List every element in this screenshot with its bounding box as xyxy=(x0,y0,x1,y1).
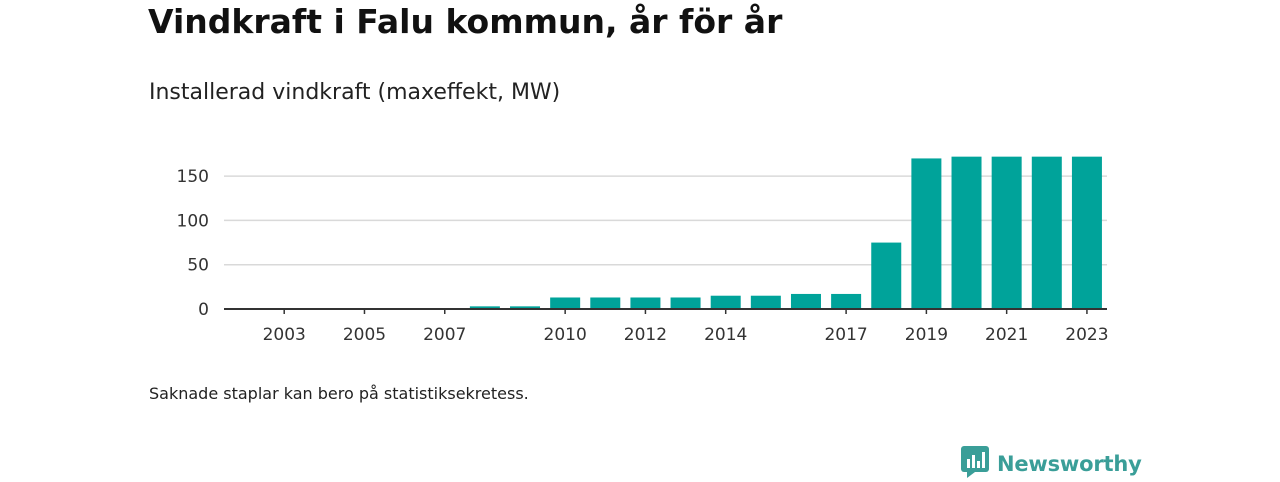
bar xyxy=(831,293,862,309)
brand-name: Newsworthy xyxy=(997,452,1142,476)
x-tick-label: 2012 xyxy=(624,325,667,345)
y-tick-label: 50 xyxy=(187,256,209,276)
bar xyxy=(630,297,661,309)
bar xyxy=(1071,156,1102,309)
y-tick-label: 100 xyxy=(177,211,209,231)
x-tick-label: 2005 xyxy=(343,325,386,345)
bar xyxy=(790,293,821,309)
bar xyxy=(1031,156,1062,309)
bars xyxy=(469,156,1102,309)
x-tick-label: 2019 xyxy=(905,325,948,345)
x-tick-label: 2017 xyxy=(824,325,867,345)
bar xyxy=(510,306,541,309)
y-tick-label: 0 xyxy=(198,300,209,320)
tick-labels: 0 50 100 150 2003 2005 2007 2010 2012 2014 2017 201… xyxy=(177,167,1109,345)
chart-subtitle: Installerad vindkraft (maxeffekt, MW) xyxy=(149,80,561,105)
footnote: Saknade staplar kan bero på statistiksek… xyxy=(149,384,529,403)
x-tick-label: 2010 xyxy=(544,325,587,345)
bar xyxy=(469,306,500,309)
bar xyxy=(871,242,902,309)
bar xyxy=(991,156,1022,309)
bar xyxy=(911,158,942,309)
x-tick-label: 2021 xyxy=(985,325,1028,345)
bar xyxy=(670,297,701,309)
newsworthy-logo-icon xyxy=(961,446,989,482)
brand-logo[interactable]: Newsworthy xyxy=(961,446,1142,482)
bar xyxy=(590,297,621,309)
x-tick-label: 2007 xyxy=(423,325,466,345)
bar xyxy=(710,295,741,309)
bar xyxy=(951,156,982,309)
axes xyxy=(224,308,1107,314)
x-tick-label: 2023 xyxy=(1065,325,1108,345)
x-tick-label: 2003 xyxy=(263,325,306,345)
bar xyxy=(550,297,581,309)
x-tick-label: 2014 xyxy=(704,325,747,345)
bar xyxy=(750,295,781,309)
chart-title: Vindkraft i Falu kommun, år för år xyxy=(148,2,783,41)
y-tick-label: 150 xyxy=(177,167,209,187)
